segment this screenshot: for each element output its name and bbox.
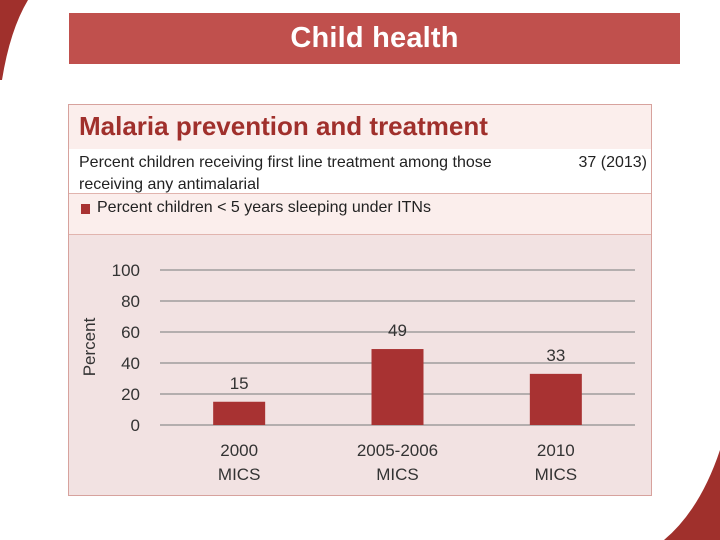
bar [371, 349, 424, 425]
bar-data-labels: 15 49 33 [230, 321, 566, 393]
bar [213, 401, 266, 425]
corner-swoosh-bottom-right [664, 450, 720, 540]
bar-value-label: 15 [230, 374, 249, 393]
legend-label: Percent children < 5 years sleeping unde… [97, 199, 431, 216]
indicator-value: 37 (2013) [578, 154, 648, 171]
x-axis-ticks: 2000 MICS 2005-2006 MICS 2010 MICS [218, 441, 577, 484]
indicator-row: Percent children receiving first line tr… [69, 149, 651, 194]
y-tick-label: 60 [121, 323, 140, 342]
bar-value-label: 33 [546, 346, 565, 365]
y-tick-label: 80 [121, 292, 140, 311]
legend-swatch [81, 204, 90, 214]
panel-header: Malaria prevention and treatment [69, 105, 651, 150]
panel-heading: Malaria prevention and treatment [79, 111, 488, 141]
malaria-panel: Malaria prevention and treatment Percent… [68, 104, 652, 496]
slide-title-bar: Child health [69, 13, 680, 64]
x-tick-label: 2005-2006 [357, 441, 438, 460]
itn-bar-chart: 0 20 40 60 80 100 15 49 33 2000 MICS 2005-2006 MIC… [80, 261, 635, 484]
x-tick-label: MICS [535, 465, 578, 484]
slide-title: Child health [290, 22, 459, 54]
x-tick-label: MICS [218, 465, 261, 484]
y-tick-label: 0 [131, 416, 140, 435]
bar [529, 373, 582, 425]
y-tick-label: 20 [121, 385, 140, 404]
chart-legend: Percent children < 5 years sleeping unde… [69, 194, 651, 235]
x-tick-label: 2000 [220, 441, 258, 460]
indicator-label: Percent children receiving first line tr… [79, 154, 492, 193]
x-tick-label: MICS [376, 465, 419, 484]
corner-swoosh-top-left [0, 0, 28, 80]
y-axis-label: Percent [80, 317, 99, 376]
x-tick-label: 2010 [537, 441, 575, 460]
bar-value-label: 49 [388, 321, 407, 340]
y-axis-ticks: 0 20 40 60 80 100 [112, 261, 140, 435]
y-tick-label: 40 [121, 354, 140, 373]
y-tick-label: 100 [112, 261, 140, 280]
chart-bars [213, 349, 582, 425]
